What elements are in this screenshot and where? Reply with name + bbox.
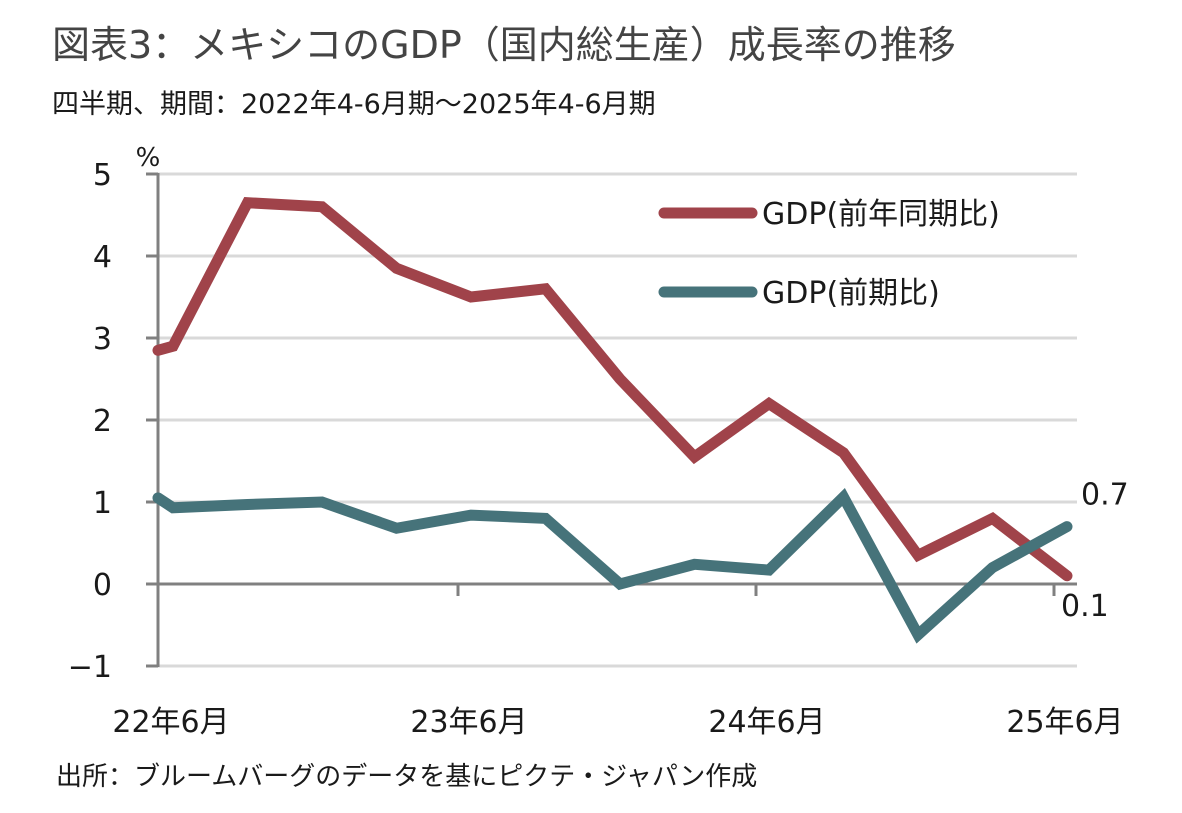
y-tick-labels: 5 4 3 2 1 0 −1 bbox=[68, 158, 112, 685]
gridlines bbox=[158, 172, 1077, 668]
y-tick-label: 0 bbox=[93, 568, 112, 603]
x-tick-labels: 22年6月 23年6月 24年6月 25年6月 bbox=[112, 705, 1123, 740]
y-tick-label: −1 bbox=[68, 650, 112, 685]
x-tick-label: 25年6月 bbox=[1006, 705, 1123, 740]
data-labels: 0.7 0.1 bbox=[1061, 478, 1129, 624]
y-unit-label: % bbox=[136, 143, 161, 173]
y-tick-label: 2 bbox=[93, 404, 112, 439]
x-tick-label: 22年6月 bbox=[112, 705, 229, 740]
series-line-yoy bbox=[152, 197, 1073, 582]
series-line-qoq bbox=[152, 488, 1073, 644]
x-tick-label: 24年6月 bbox=[708, 705, 825, 740]
chart-title: 図表3：メキシコのGDP（国内総生産）成長率の推移 bbox=[52, 23, 956, 67]
legend-label-qoq: GDP(前期比) bbox=[762, 276, 940, 311]
chart-subtitle: 四半期、期間：2022年4-6月期～2025年4-6月期 bbox=[52, 89, 656, 120]
legend-label-yoy: GDP(前年同期比) bbox=[762, 197, 1000, 232]
legend: GDP(前年同期比) GDP(前期比) bbox=[648, 183, 1068, 321]
data-label: 0.7 bbox=[1081, 478, 1129, 513]
y-tick-label: 5 bbox=[93, 158, 112, 193]
series-lines bbox=[152, 197, 1073, 644]
y-tick-label: 4 bbox=[93, 240, 112, 275]
x-tick-label: 23年6月 bbox=[410, 705, 527, 740]
source-note: 出所：ブルームバーグのデータを基にピクテ・ジャパン作成 bbox=[56, 762, 758, 792]
y-tick-label: 3 bbox=[93, 322, 112, 357]
data-label: 0.1 bbox=[1061, 589, 1109, 624]
y-tick-label: 1 bbox=[93, 486, 112, 521]
